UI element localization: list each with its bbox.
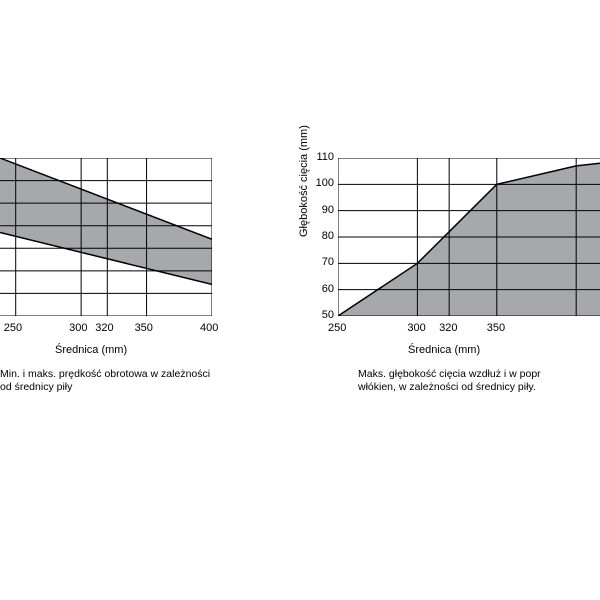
right-y-tick: 70 [322,256,334,268]
right-x-tick: 320 [439,322,457,334]
left-x-tick: 320 [95,322,113,334]
right-chart [338,158,600,316]
left-x-axis-title: Średnica (mm) [55,344,127,356]
left-chart-band [0,158,212,284]
right-caption-line1: Maks. głębokość cięcia wzdłuż i w popr [358,368,541,381]
right-y-tick: 50 [322,309,334,321]
right-x-tick: 350 [487,322,505,334]
left-x-tick: 300 [69,322,87,334]
right-y-tick: 60 [322,283,334,295]
left-x-tick: 250 [4,322,22,334]
right-y-tick: 110 [316,151,334,163]
right-y-axis-title: Głębokość cięcia (mm) [298,125,310,237]
right-x-axis-title: Średnica (mm) [408,344,480,356]
left-x-tick: 350 [135,322,153,334]
right-chart-svg [338,158,600,316]
right-y-tick: 90 [322,204,334,216]
right-y-tick: 80 [322,230,334,242]
left-x-tick: 400 [200,322,218,334]
right-caption-line2: włókien, w zależności od średnicy piły. [358,381,536,394]
right-y-tick: 100 [316,177,334,189]
left-caption-line2: od średnicy piły [0,381,72,394]
right-chart-area [338,163,600,316]
left-caption-line1: Min. i maks. prędkość obrotowa w zależno… [0,368,210,381]
left-chart [0,158,212,316]
left-chart-svg [0,158,212,316]
right-x-tick: 300 [407,322,425,334]
right-x-tick: 250 [328,322,346,334]
